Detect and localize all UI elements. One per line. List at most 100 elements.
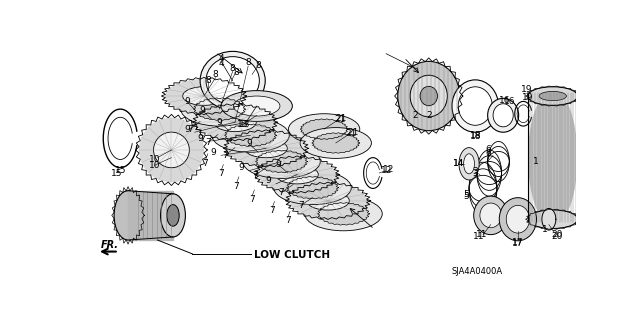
- Text: 9: 9: [197, 134, 203, 143]
- Text: 14: 14: [452, 159, 464, 167]
- Ellipse shape: [161, 194, 186, 237]
- Text: 21: 21: [347, 128, 358, 137]
- Text: 7: 7: [252, 171, 258, 180]
- Ellipse shape: [154, 132, 189, 168]
- Text: 20: 20: [552, 232, 563, 241]
- Ellipse shape: [528, 90, 577, 226]
- Text: 2: 2: [426, 111, 431, 120]
- Polygon shape: [542, 208, 556, 230]
- Text: 10: 10: [148, 161, 160, 170]
- Ellipse shape: [227, 125, 275, 146]
- Text: 21: 21: [334, 115, 346, 124]
- Text: 10: 10: [148, 155, 160, 164]
- Text: 7: 7: [269, 206, 275, 215]
- Text: 8: 8: [233, 68, 239, 77]
- Text: 19: 19: [522, 85, 533, 94]
- Ellipse shape: [139, 118, 204, 182]
- Ellipse shape: [493, 104, 513, 127]
- Ellipse shape: [114, 191, 142, 240]
- Ellipse shape: [276, 165, 318, 184]
- Text: 8: 8: [212, 70, 218, 79]
- Text: 7: 7: [285, 216, 291, 225]
- Text: 3: 3: [472, 168, 478, 178]
- Text: 7: 7: [222, 151, 228, 160]
- Ellipse shape: [397, 61, 460, 131]
- Text: LOW CLUTCH: LOW CLUTCH: [254, 250, 330, 260]
- Text: 9: 9: [184, 97, 190, 106]
- Ellipse shape: [305, 197, 382, 231]
- Ellipse shape: [212, 118, 289, 152]
- Ellipse shape: [167, 204, 179, 226]
- Ellipse shape: [480, 203, 502, 228]
- Ellipse shape: [165, 79, 243, 113]
- Text: 16: 16: [504, 97, 516, 106]
- Ellipse shape: [307, 191, 349, 210]
- Text: 9: 9: [238, 163, 244, 172]
- Text: 9: 9: [184, 125, 190, 134]
- Text: 7: 7: [203, 159, 209, 167]
- Ellipse shape: [452, 80, 499, 132]
- Text: 7: 7: [249, 195, 255, 204]
- Text: 18: 18: [470, 132, 481, 141]
- Ellipse shape: [227, 131, 305, 165]
- Ellipse shape: [528, 87, 577, 105]
- Ellipse shape: [302, 120, 346, 139]
- Ellipse shape: [300, 128, 371, 159]
- Text: 12: 12: [381, 166, 392, 175]
- Text: 9: 9: [216, 118, 222, 127]
- Ellipse shape: [528, 210, 577, 228]
- Text: 9: 9: [276, 160, 281, 169]
- Text: 13: 13: [239, 120, 250, 129]
- Ellipse shape: [506, 205, 529, 233]
- Text: 9: 9: [246, 139, 252, 148]
- Text: 3: 3: [472, 167, 478, 176]
- Ellipse shape: [257, 151, 305, 172]
- Text: 7: 7: [298, 201, 304, 210]
- Ellipse shape: [314, 133, 358, 152]
- Text: 7: 7: [218, 169, 224, 178]
- Ellipse shape: [289, 114, 360, 145]
- Text: 7: 7: [278, 188, 284, 197]
- Ellipse shape: [243, 145, 320, 178]
- Ellipse shape: [289, 184, 367, 218]
- Text: 4: 4: [218, 54, 224, 63]
- Text: FR.: FR.: [100, 240, 118, 250]
- Text: 9: 9: [211, 148, 216, 157]
- Text: 9: 9: [266, 176, 271, 185]
- Ellipse shape: [195, 99, 244, 120]
- Ellipse shape: [196, 105, 274, 139]
- Ellipse shape: [274, 171, 351, 204]
- Text: 11: 11: [476, 230, 487, 239]
- Ellipse shape: [259, 158, 336, 191]
- Text: 17: 17: [512, 238, 524, 247]
- Ellipse shape: [463, 154, 474, 174]
- Ellipse shape: [410, 75, 447, 117]
- Ellipse shape: [180, 92, 259, 126]
- Text: 14: 14: [452, 159, 464, 168]
- Text: 15: 15: [111, 168, 123, 178]
- Ellipse shape: [420, 86, 437, 106]
- Text: 2: 2: [412, 111, 418, 120]
- Ellipse shape: [182, 87, 225, 105]
- Ellipse shape: [206, 57, 259, 105]
- Text: 1: 1: [533, 157, 539, 166]
- Text: 4: 4: [218, 59, 224, 68]
- Text: 21: 21: [346, 129, 357, 138]
- Text: 8: 8: [230, 64, 236, 73]
- Text: 7: 7: [234, 182, 239, 191]
- Ellipse shape: [214, 113, 256, 131]
- Text: SJA4A0400A: SJA4A0400A: [451, 267, 502, 276]
- Text: 5: 5: [463, 190, 469, 199]
- Text: 1: 1: [542, 225, 548, 234]
- Text: 6: 6: [486, 149, 492, 158]
- Text: 6: 6: [486, 145, 492, 154]
- Text: 9: 9: [200, 106, 205, 115]
- Text: 8: 8: [255, 61, 261, 70]
- Text: 16: 16: [499, 96, 511, 105]
- Ellipse shape: [319, 203, 367, 224]
- Text: 18: 18: [470, 131, 481, 140]
- Text: 19: 19: [522, 93, 534, 102]
- Text: 5: 5: [463, 192, 469, 201]
- Ellipse shape: [499, 198, 536, 241]
- Ellipse shape: [289, 177, 337, 198]
